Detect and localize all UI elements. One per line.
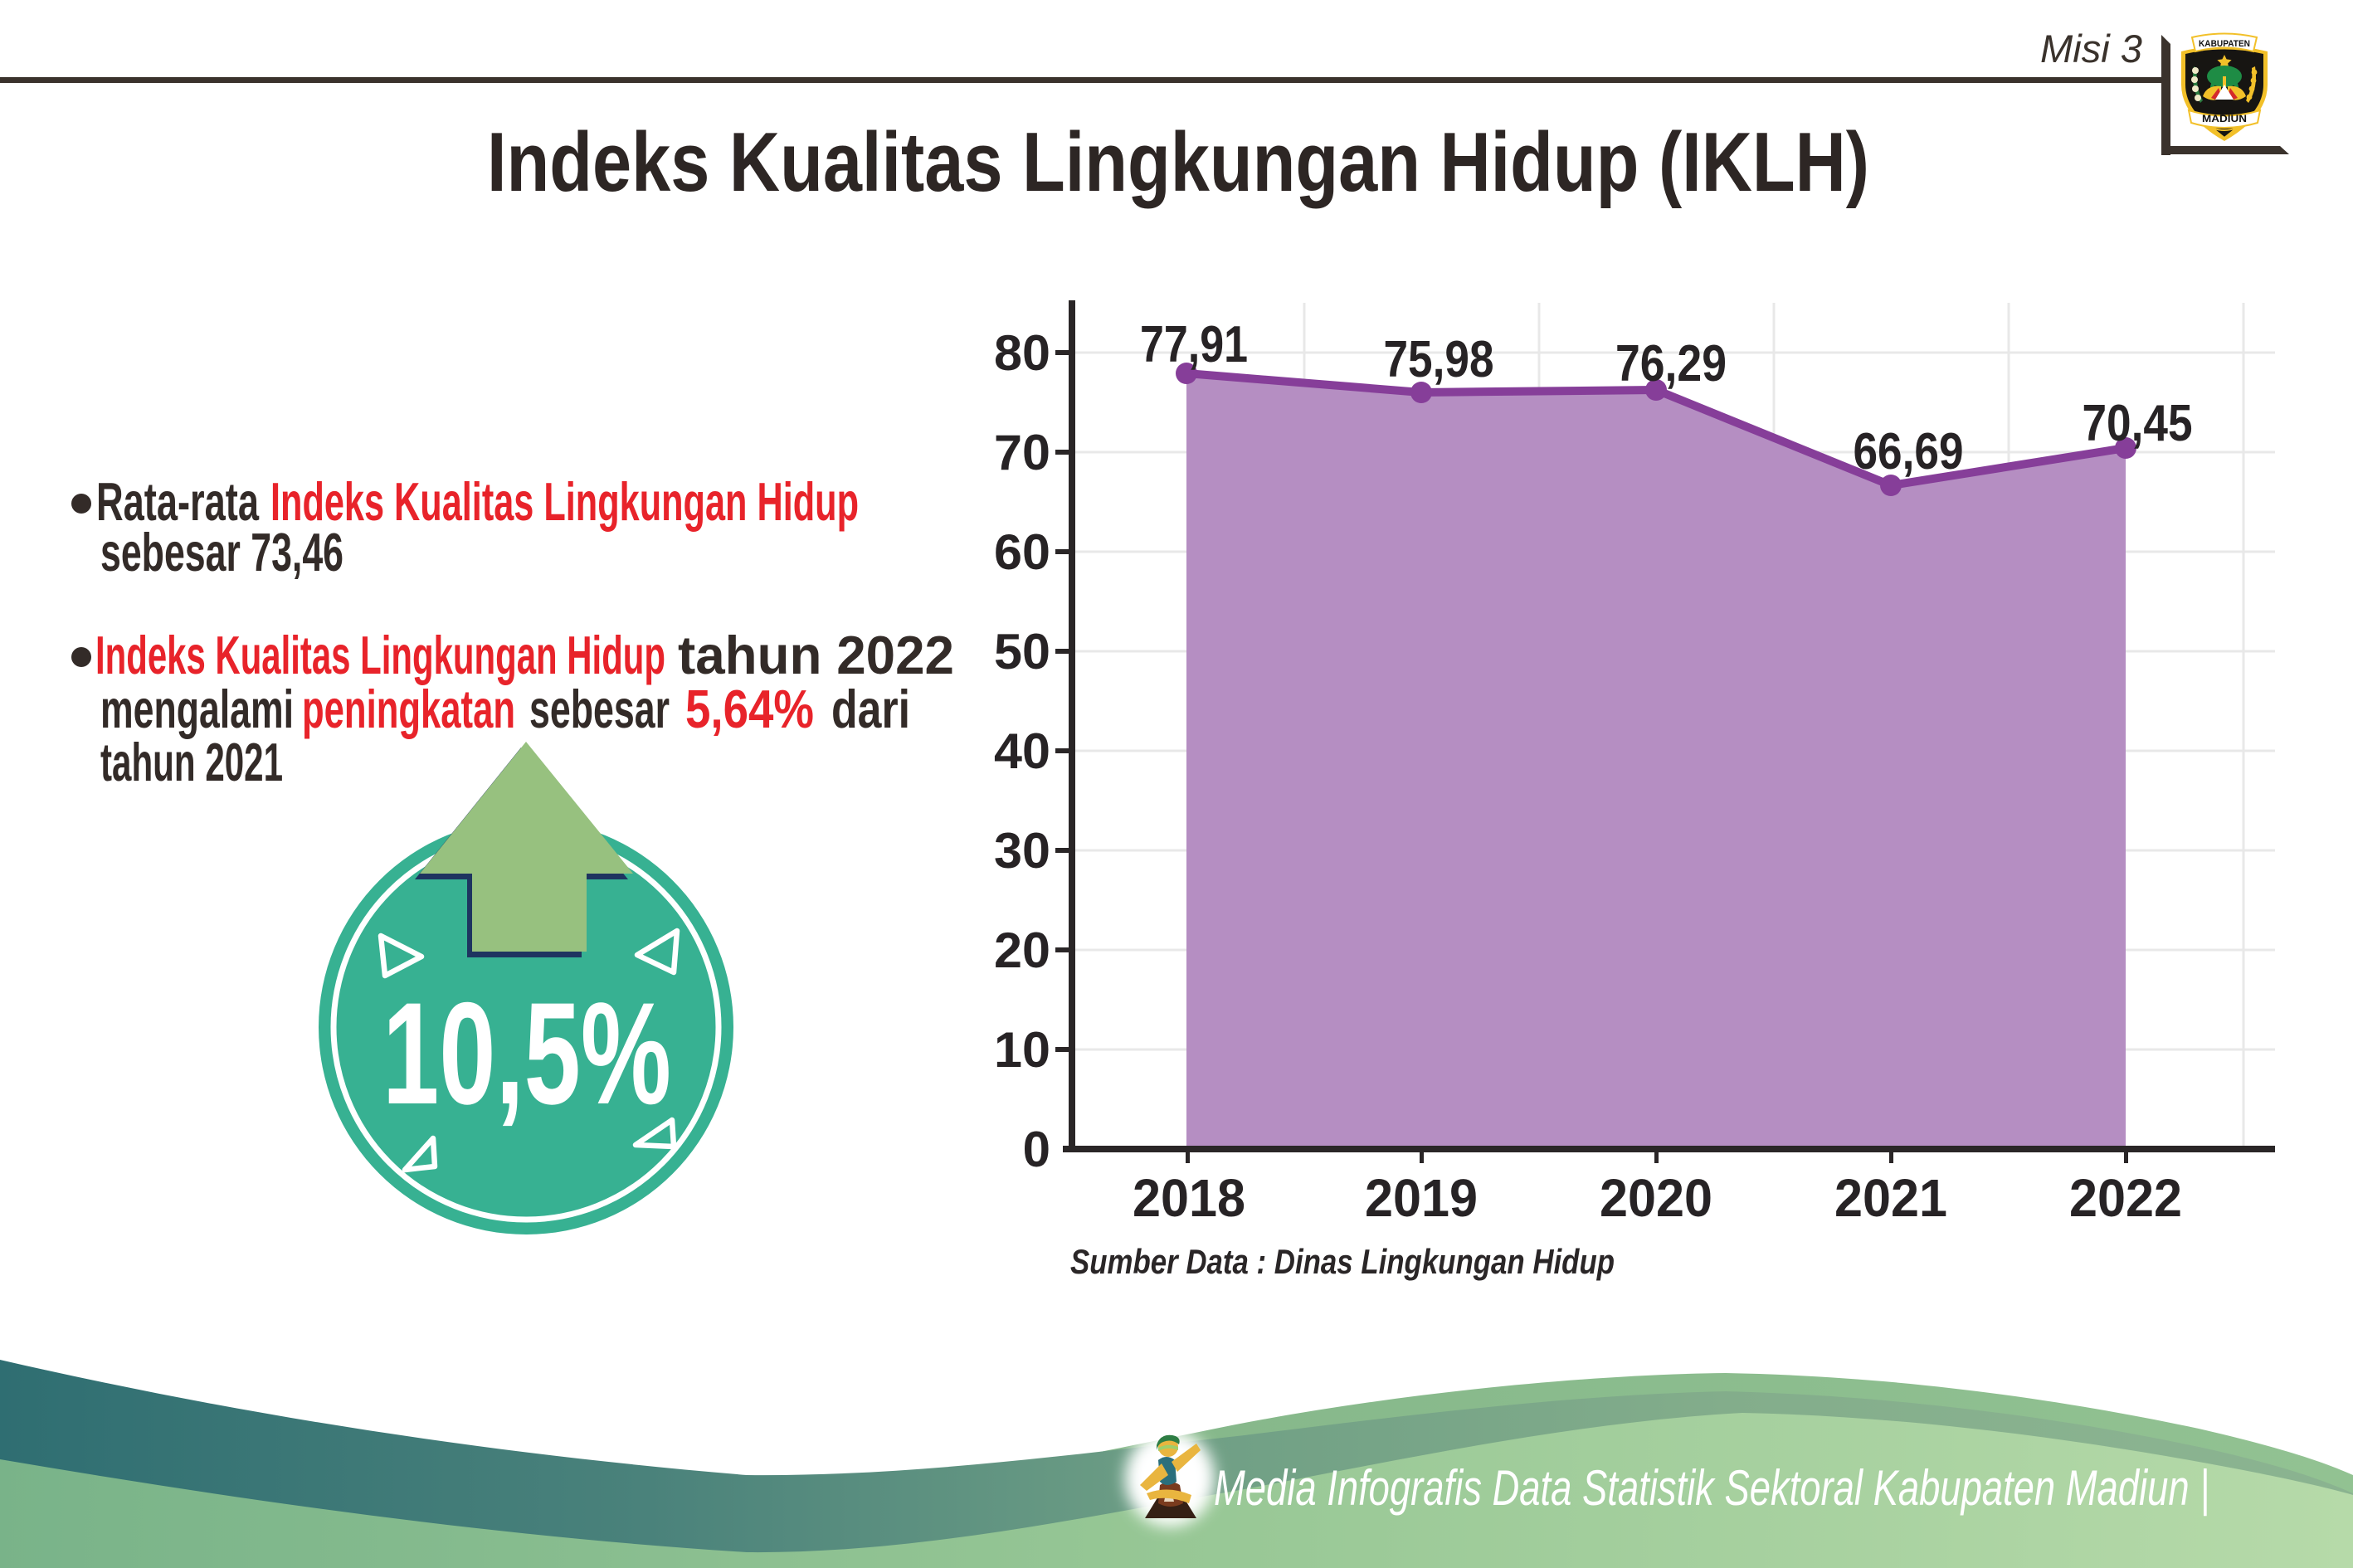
- svg-text:76,29: 76,29: [1615, 335, 1727, 392]
- svg-text:2018: 2018: [1133, 1168, 1245, 1228]
- svg-text:Sumber Data : Dinas Lingkungan: Sumber Data : Dinas Lingkungan Hidup: [1070, 1242, 1615, 1281]
- svg-text:20: 20: [994, 923, 1050, 978]
- svg-text:2022: 2022: [2069, 1168, 2182, 1228]
- svg-text:2021: 2021: [1834, 1168, 1947, 1228]
- svg-text:10: 10: [994, 1022, 1050, 1078]
- svg-text:10,5%: 10,5%: [382, 973, 671, 1135]
- svg-text:0: 0: [1023, 1122, 1050, 1177]
- svg-text:80: 80: [994, 325, 1050, 381]
- svg-text:75,98: 75,98: [1384, 331, 1494, 388]
- svg-text:Misi 3: Misi 3: [2040, 27, 2142, 71]
- svg-text:40: 40: [994, 723, 1050, 779]
- svg-text:Indeks Kualitas Lingkungan Hid: Indeks Kualitas Lingkungan Hidup: [95, 625, 665, 685]
- svg-text:peningkatan: peningkatan: [302, 679, 515, 739]
- svg-text:MADIUN: MADIUN: [2202, 113, 2247, 124]
- svg-text:77,91: 77,91: [1140, 316, 1248, 373]
- svg-text:Rata-rata: Rata-rata: [96, 471, 260, 532]
- svg-text:Indeks Kualitas Lingkungan Hid: Indeks Kualitas Lingkungan Hidup (IKLH): [487, 116, 1869, 209]
- svg-text:mengalami: mengalami: [100, 679, 294, 739]
- svg-text:Indeks Kualitas Lingkungan Hid: Indeks Kualitas Lingkungan Hidup: [270, 471, 859, 532]
- svg-text:5,64%: 5,64%: [685, 679, 814, 739]
- svg-text:2019: 2019: [1365, 1168, 1478, 1228]
- svg-text:60: 60: [994, 524, 1050, 580]
- svg-text:sebesar 73,46: sebesar 73,46: [100, 522, 343, 582]
- svg-text:70: 70: [994, 425, 1050, 480]
- svg-text:2020: 2020: [1600, 1168, 1712, 1228]
- svg-text:dari: dari: [831, 679, 910, 739]
- svg-text:30: 30: [994, 823, 1050, 879]
- svg-text:tahun 2021: tahun 2021: [100, 732, 283, 792]
- svg-text:70,45: 70,45: [2083, 395, 2193, 452]
- svg-text:sebesar: sebesar: [529, 679, 670, 739]
- svg-text:Media Infografis Data Statisti: Media Infografis Data Statistik Sektoral…: [1214, 1460, 2209, 1517]
- svg-text:66,69: 66,69: [1854, 423, 1964, 480]
- svg-text:50: 50: [994, 624, 1050, 679]
- svg-text:tahun 2022: tahun 2022: [678, 625, 954, 685]
- svg-text:KABUPATEN: KABUPATEN: [2199, 39, 2250, 49]
